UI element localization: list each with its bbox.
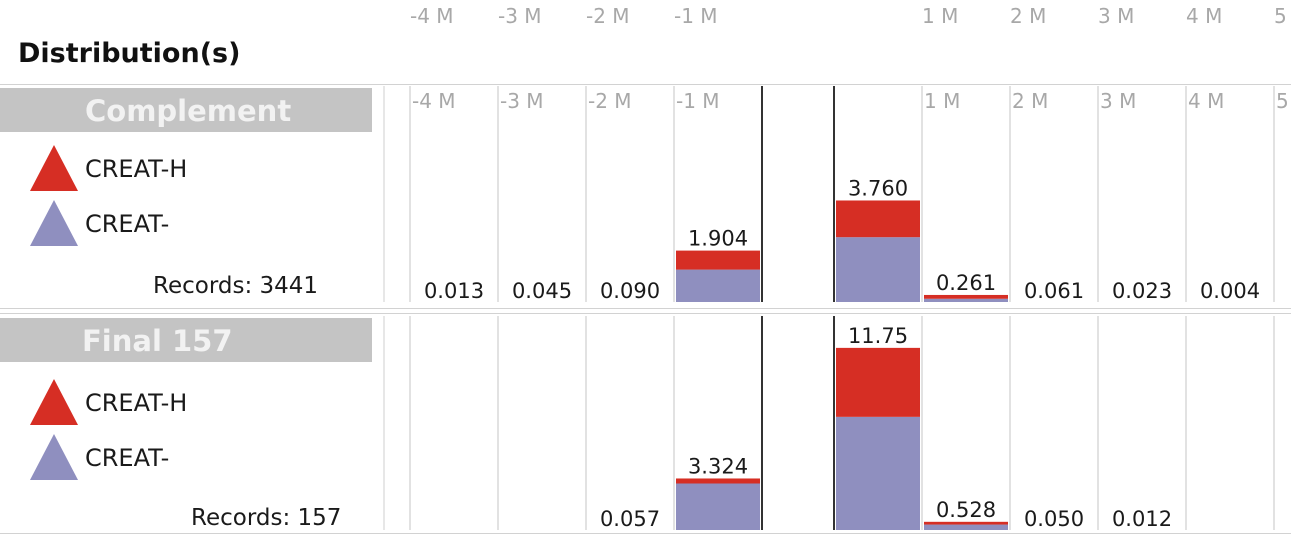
data-label: 0.013 [424,279,484,303]
bar-creat-minus [924,298,1008,302]
bar-creat-minus [676,269,760,302]
legend-label: CREAT- [85,210,170,238]
group-title: Final 157 [82,324,233,358]
top-axis-tick: 2 M [1010,4,1047,28]
panel-divider [0,308,1291,309]
bar-creat-h [924,294,1008,299]
tick-label: -3 M [500,89,544,113]
group-header[interactable]: Final 157 [0,318,372,362]
page-title: Distribution(s) [18,38,241,69]
data-label: 0.023 [1112,279,1172,303]
tick-label: -2 M [588,89,632,113]
group-title: Complement [85,94,292,128]
top-axis-tick: 3 M [1098,4,1135,28]
bar-creat-minus [836,416,920,530]
tick-label: 3 M [1100,89,1136,113]
top-axis-tick: 5 [1274,4,1287,28]
data-label: 0.261 [936,271,996,295]
data-label: 0.012 [1112,507,1172,531]
bar-creat-h [924,521,1008,525]
data-label: 0.061 [1024,279,1084,303]
top-axis-tick: -3 M [498,4,542,28]
records-count: Records: 157 [191,505,342,531]
data-label: 1.904 [688,227,748,251]
bar-creat-h [836,200,920,238]
panel-divider [0,533,1291,534]
top-axis-tick: 4 M [1186,4,1223,28]
bar-creat-minus [924,524,1008,530]
data-label: 3.324 [688,454,748,478]
data-label: 0.004 [1200,279,1260,303]
top-axis-tick: -2 M [586,4,630,28]
tick-label: -4 M [412,89,456,113]
top-axis-tick: -4 M [410,4,454,28]
panel-divider [0,84,1291,85]
records-count: Records: 3441 [153,273,319,299]
tick-label: 5 [1276,89,1289,113]
triangle-icon [30,434,78,480]
group-header[interactable]: Complement [0,88,372,132]
data-label: 11.75 [848,324,908,348]
data-label: 0.528 [936,498,996,522]
triangle-icon [30,145,78,191]
bar-creat-h [836,347,920,417]
triangle-icon [30,200,78,246]
data-label: 3.760 [848,176,908,200]
legend-label: CREAT-H [85,155,188,183]
tick-label: 1 M [924,89,960,113]
legend-label: CREAT- [85,444,170,472]
bar-creat-minus [836,237,920,302]
bar-creat-h [676,250,760,270]
top-axis-tick: -1 M [674,4,718,28]
triangle-icon [30,379,78,425]
tick-label: 2 M [1012,89,1048,113]
top-axis-tick: 1 M [922,4,959,28]
tick-label: -1 M [676,89,720,113]
legend-label: CREAT-H [85,389,188,417]
bar-creat-h [676,478,760,484]
data-label: 0.057 [600,507,660,531]
data-label: 0.090 [600,279,660,303]
tick-label: 4 M [1188,89,1224,113]
data-label: 0.045 [512,279,572,303]
data-label: 0.050 [1024,507,1084,531]
panel-divider [0,313,1291,314]
bar-creat-minus [676,483,760,530]
